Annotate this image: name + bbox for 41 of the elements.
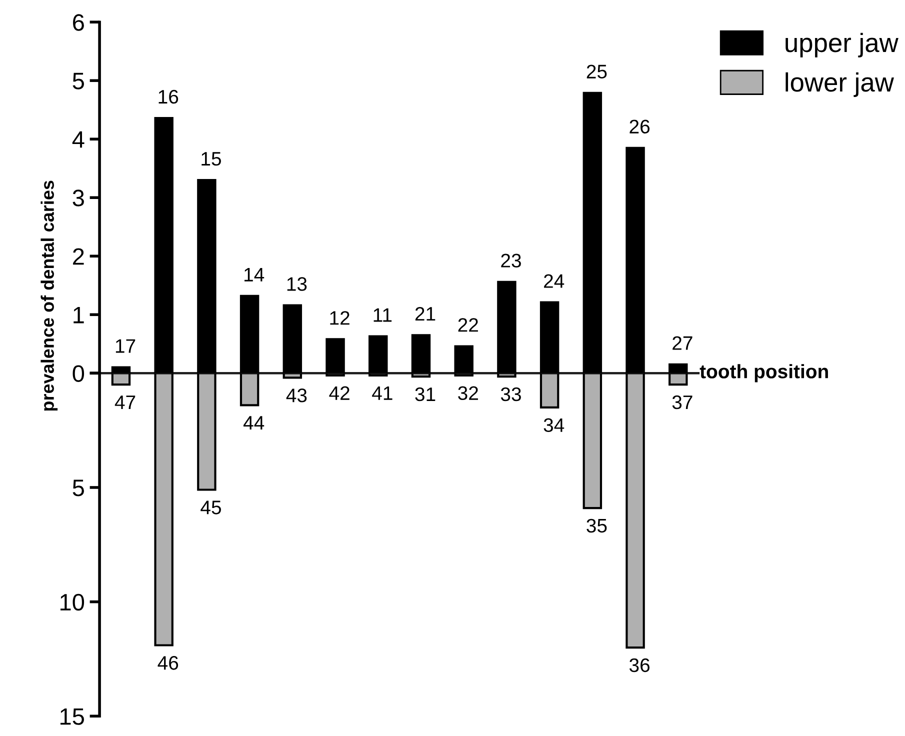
x-tick-label: 14 [244,268,264,282]
y-tick-label: 2 [73,248,84,265]
x-tick-label: 16 [158,90,178,104]
x-tick-label: 23 [501,254,521,268]
x-tick-label: 42 [329,386,350,400]
y-tick-label: 3 [72,190,84,206]
y-axis-title: prevalence of dental caries [40,180,58,411]
x-tick-label: 17 [116,339,136,353]
x-tick-label: 22 [458,318,478,332]
x-tick-label: 36 [629,658,650,672]
x-tick-label: 45 [200,500,221,514]
x-tick-label: 12 [330,311,350,325]
x-axis-title: tooth position [700,364,828,382]
y-tick-label: 4 [72,131,84,148]
x-tick-label: 35 [586,518,607,533]
x-tick-label: 13 [287,277,307,291]
x-tick-label: 33 [500,387,521,402]
x-tick-label: 34 [544,418,564,432]
x-tick-label: 26 [630,120,650,134]
y-tick-label: 15 [60,708,84,725]
x-tick-label: 11 [374,308,392,322]
y-tick-label: 10 [60,594,84,611]
x-tick-label: 27 [672,336,692,350]
x-tick-label: 32 [458,386,478,400]
x-tick-label: 41 [372,386,392,400]
y-tick-label: 6 [73,14,84,31]
x-tick-label: 21 [415,306,436,321]
y-tick-label: 1 [74,306,84,324]
legend-label: lower jaw [786,72,894,97]
x-tick-label: 24 [544,274,564,288]
x-tick-label: 47 [114,396,136,409]
x-tick-label: 37 [672,395,692,410]
legend-label: upper jaw [786,32,898,58]
y-tick-label: 5 [72,72,84,90]
x-tick-label: 46 [158,656,178,670]
x-tick-label: 44 [243,416,264,430]
y-tick-label: 5 [72,480,84,496]
x-tick-label: 43 [286,388,307,402]
x-tick-label: 25 [586,64,607,79]
y-tick-label: 0 [72,365,84,382]
x-tick-label: 31 [415,387,436,402]
